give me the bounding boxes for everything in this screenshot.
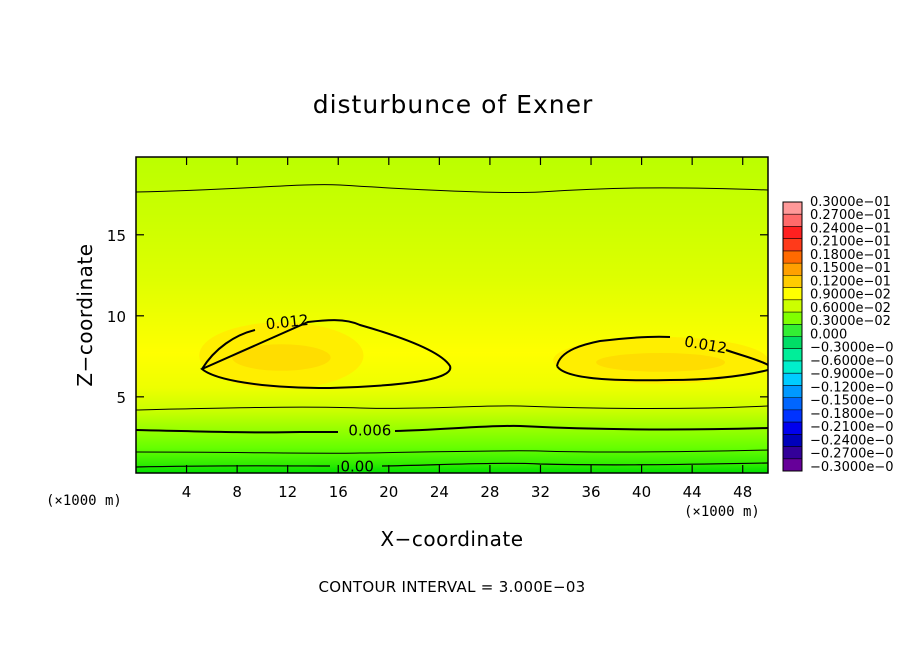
legend-swatch: [783, 385, 802, 398]
plot-area: [136, 157, 768, 473]
contour-line-5: [136, 462, 768, 468]
legend-label: 0.3000e−01: [810, 195, 891, 210]
legend-swatch: [783, 373, 802, 386]
legend-label: 0.1200e−01: [810, 274, 891, 289]
legend-swatch: [783, 434, 802, 447]
x-tick-label: 28: [480, 483, 499, 501]
contour-line-2: [136, 405, 768, 411]
legend-label: 0.2100e−01: [810, 235, 891, 250]
x-tick-label: 16: [329, 483, 348, 501]
warm-regions: [199, 322, 768, 389]
legend-swatch: [783, 458, 802, 472]
field-background: [136, 157, 768, 473]
legend-swatch: [783, 312, 802, 325]
legend-label: 0.2400e−01: [810, 221, 891, 236]
x-unit-label: (×1000 m): [684, 504, 760, 520]
legend-swatch: [783, 324, 802, 337]
y-tick-label: 10: [107, 308, 126, 326]
legend-swatch: [783, 409, 802, 423]
legend-label: −0.9000e−0: [810, 367, 894, 382]
x-tick-label: 24: [430, 483, 449, 501]
legend-label: 0.000: [810, 327, 847, 342]
y-axis-label: Z−coordinate: [73, 243, 97, 386]
x-tick-label: 40: [632, 483, 651, 501]
legend-label: −0.3000e−0: [810, 341, 894, 356]
warm-core-2: [596, 352, 726, 372]
x-tick-label: 32: [531, 483, 550, 501]
legend-swatch: [783, 275, 802, 288]
contour-line-6: [200, 319, 452, 390]
plot-frame: [135, 156, 769, 474]
legend-swatch: [783, 422, 802, 435]
contour-line-3: [136, 424, 768, 434]
color-legend: 0.3000e−010.2700e−010.2400e−010.2100e−01…: [782, 195, 894, 475]
legend-swatch: [783, 250, 802, 264]
x-tick-label: 48: [733, 483, 752, 501]
legend-swatch: [783, 202, 802, 215]
legend-swatch: [783, 226, 802, 239]
legend-label: 0.9000e−02: [810, 288, 891, 303]
x-tick-label: 20: [379, 483, 398, 501]
legend-label: −0.1200e−0: [810, 380, 894, 395]
x-tick-label: 12: [278, 483, 297, 501]
x-axis-label: X−coordinate: [380, 527, 523, 551]
contour-label: 0.012: [265, 311, 310, 333]
legend-label: 0.3000e−02: [810, 314, 891, 329]
y-unit-label: (×1000 m): [46, 493, 122, 509]
legend-label: 0.2700e−01: [810, 208, 891, 223]
contour-lines: [136, 184, 768, 468]
legend-label: −0.3000e−0: [810, 460, 894, 475]
contour-line-7: [556, 335, 768, 382]
x-axis-ticks: 4 8 12 16 20 24 28 32 36 40 44 48: [182, 157, 752, 501]
x-tick-label: 4: [182, 483, 192, 501]
legend-label: −0.1500e−0: [810, 394, 894, 409]
legend-label: 0.1500e−01: [810, 261, 891, 276]
legend-label: −0.2400e−0: [810, 433, 894, 448]
y-tick-label: 5: [116, 389, 126, 407]
legend-swatch: [783, 287, 802, 301]
legend-swatch: [783, 397, 802, 411]
legend-label: −0.1800e−0: [810, 407, 894, 422]
legend-swatch: [783, 214, 802, 227]
contour-label: 0.006: [348, 422, 391, 440]
legend-label: 0.6000e−02: [810, 301, 891, 316]
legend-swatch: [783, 263, 802, 276]
legend-label: −0.6000e−0: [810, 354, 894, 369]
legend-label: −0.2100e−0: [810, 420, 894, 435]
legend-swatch: [783, 446, 802, 460]
y-tick-label: 15: [107, 227, 126, 245]
legend-swatch: [783, 238, 802, 252]
chart-title: disturbunce of Exner: [313, 90, 594, 119]
x-tick-label: 8: [232, 483, 242, 501]
legend-label: 0.1800e−01: [810, 248, 891, 263]
contour-line-4: [136, 449, 768, 454]
legend-swatch: [783, 348, 802, 362]
x-tick-label: 44: [683, 483, 702, 501]
contour-label: 0.00: [340, 457, 373, 475]
y-axis-ticks: 5 10 15: [107, 227, 768, 407]
legend-swatch: [783, 299, 802, 313]
contour-interval-text: CONTOUR INTERVAL = 3.000E−03: [318, 578, 585, 596]
contour-line-1: [136, 184, 768, 194]
legend-swatch: [783, 336, 802, 350]
x-tick-label: 36: [581, 483, 600, 501]
legend-swatch: [783, 360, 802, 374]
legend-label: −0.2700e−0: [810, 447, 894, 462]
warm-core-1: [232, 344, 331, 371]
